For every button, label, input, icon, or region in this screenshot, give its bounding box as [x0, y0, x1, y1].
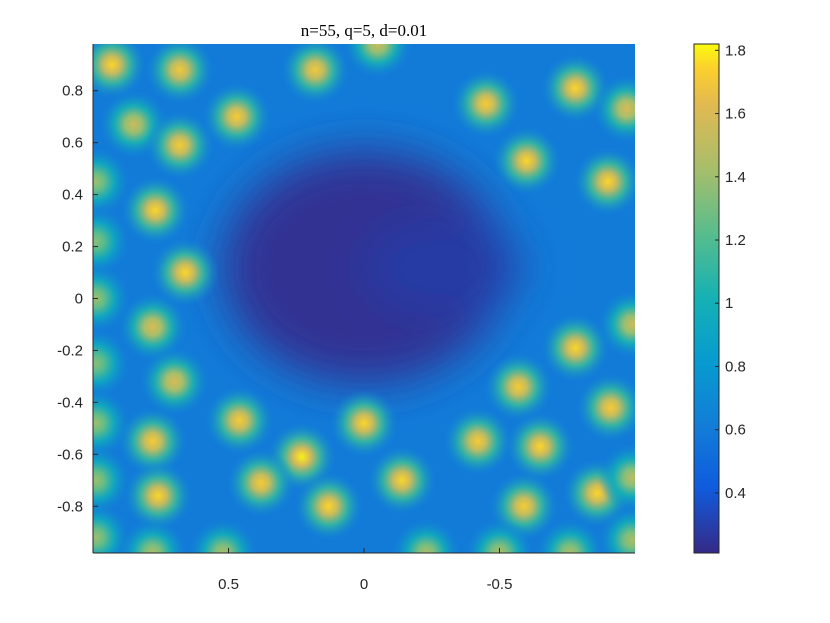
- heatmap-peak: [118, 407, 187, 476]
- heatmap-peak: [506, 412, 575, 481]
- heatmap-peak: [465, 519, 534, 553]
- heatmap-peak: [93, 207, 130, 276]
- colorbar-gradient: [694, 44, 719, 553]
- colorbar-tick-label: 1.4: [725, 169, 746, 186]
- y-tick-label: 0.4: [62, 187, 83, 204]
- y-tick-label: -0.4: [57, 394, 83, 411]
- heatmap-peak: [124, 461, 193, 530]
- heatmap-peak: [281, 44, 350, 104]
- y-tick-label: 0.6: [62, 135, 83, 152]
- heatmap-peak: [343, 44, 412, 78]
- y-tick-label: 0.8: [62, 83, 83, 100]
- heatmap-peak: [492, 126, 561, 195]
- colorbar-frame: [693, 43, 720, 554]
- heatmap-peak: [392, 519, 461, 553]
- colorbar-tick-label: 0.8: [725, 358, 746, 375]
- colorbar-ticks: 1.8 1.6 1.4 1.2 1 0.8 0.6 0.4: [715, 42, 746, 502]
- heatmap-peak: [598, 506, 635, 553]
- heatmap-peak: [573, 147, 635, 216]
- heatmap-peak: [330, 389, 398, 458]
- heatmap-peak: [189, 519, 258, 553]
- heatmap-peak: [93, 389, 130, 458]
- x-tick-label: 0: [360, 576, 368, 593]
- central-hole-arm: [364, 218, 520, 317]
- heatmap-peak: [451, 69, 520, 138]
- central-hole: [223, 150, 505, 385]
- heatmap-peak: [227, 448, 296, 517]
- x-tick-label: -0.5: [487, 576, 513, 593]
- y-tick-label: -0.8: [57, 498, 83, 515]
- colorbar-tick-label: 1: [725, 295, 733, 312]
- y-tick-label: -0.6: [57, 446, 83, 463]
- heatmap-peak: [151, 238, 220, 307]
- colorbar: 1.8 1.6 1.4 1.2 1 0.8 0.6 0.4: [693, 42, 746, 554]
- y-ticks: 0.8 0.6 0.4 0.2 0 -0.2 -0.4 -0.6 -0.8: [57, 83, 98, 515]
- heatmap-peak: [367, 446, 436, 515]
- x-axis: 0.5 0 -0.5: [93, 548, 635, 593]
- heatmap-peak: [93, 264, 130, 333]
- x-tick-label: 0.5: [218, 576, 239, 593]
- heatmap-peak: [443, 407, 512, 476]
- heatmap-peak: [541, 313, 610, 382]
- heatmap-peak: [93, 147, 130, 216]
- y-tick-label: 0: [75, 291, 83, 308]
- colorbar-tick-label: 0.4: [725, 485, 746, 502]
- heatmap-peak: [93, 503, 130, 553]
- heatmap-peak: [121, 176, 190, 245]
- heatmap-peak: [541, 54, 610, 123]
- heatmap-peak: [598, 290, 635, 359]
- y-axis: 0.8 0.6 0.4 0.2 0 -0.2 -0.4 -0.6 -0.8: [57, 44, 98, 553]
- heatmap-plot: [93, 44, 635, 553]
- heatmap-peak: [484, 352, 553, 421]
- heatmap-peak: [145, 111, 214, 180]
- heatmap-peak: [93, 44, 146, 99]
- heatmap-peak: [576, 373, 635, 442]
- heatmap-peak: [294, 472, 363, 541]
- central-hole-layer: [223, 150, 520, 385]
- colorbar-tick-label: 1.6: [725, 106, 746, 123]
- heatmap-peak: [93, 446, 130, 515]
- peak-layer: [93, 44, 635, 553]
- chart-title: n=55, q=5, d=0.01: [301, 21, 428, 40]
- heatmap-peak: [592, 74, 635, 143]
- x-ticks: 0.5 0 -0.5: [218, 548, 512, 593]
- y-tick-label: 0.2: [62, 239, 83, 256]
- heatmap-peak: [598, 443, 635, 512]
- colorbar-tick-label: 1.8: [725, 42, 746, 59]
- heatmap-peak: [202, 82, 271, 151]
- heatmap-peak: [93, 329, 130, 398]
- heatmap-peak: [118, 293, 187, 362]
- y-tick-label: -0.2: [57, 342, 83, 359]
- heatmap-peak: [145, 44, 214, 104]
- heatmap-peak: [118, 519, 187, 553]
- colorbar-tick-label: 0.6: [725, 422, 746, 439]
- colorbar-tick-label: 1.2: [725, 232, 746, 249]
- heatmap-peak: [140, 347, 209, 416]
- heatmap-peak: [535, 519, 604, 553]
- heatmap-peak: [205, 386, 274, 455]
